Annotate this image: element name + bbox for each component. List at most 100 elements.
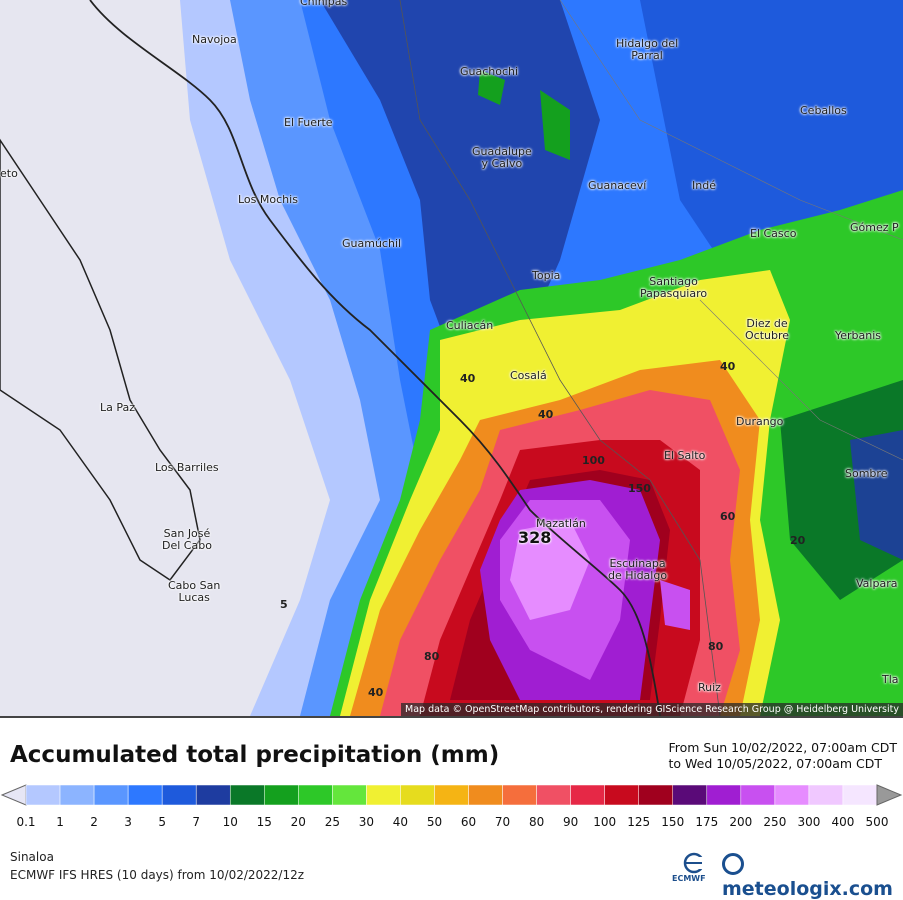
scale-tick-label: 200 [729,815,753,829]
scale-swatch [93,784,129,806]
city-label: Sombre [845,467,888,480]
scale-swatch [536,784,571,806]
scale-arrow-left [0,784,27,806]
scale-tick-label: 0.1 [16,815,36,829]
scale-tick-label: 70 [494,815,511,829]
model-info: ECMWF IFS HRES (10 days) from 10/02/2022… [10,868,305,882]
scale-tick-label: 80 [528,815,545,829]
city-label: Tla [882,673,899,686]
period-start: From Sun 10/02/2022, 07:00am CDT [668,740,897,755]
contour-label: 5 [280,598,288,611]
scale-tick-label: 25 [324,815,340,829]
scale-tick-label: 60 [460,815,477,829]
scale-tick-label: 90 [562,815,579,829]
scale-swatch [127,784,163,806]
city-label: Guadalupe y Calvo [472,145,532,170]
city-label: El Salto [664,449,706,462]
scale-tick-label: 125 [627,815,651,829]
contour-label: 60 [720,510,736,523]
scale-swatch [298,784,333,806]
city-label: Guanaceví [588,179,647,192]
legend-title: Accumulated total precipitation (mm) [10,742,500,768]
city-label: eto [0,167,18,180]
scale-arrow-right [876,784,903,806]
scale-swatch [672,784,708,806]
map-attribution[interactable]: Map data © OpenStreetMap contributors, r… [401,703,903,716]
scale-tick-label: 50 [426,815,443,829]
city-label: Ruiz [698,681,721,694]
precipitation-map[interactable]: Chinipas Navojoa Guachochi Hidalgo del P… [0,0,903,716]
city-label: Gómez P [850,221,899,234]
city-label: El Casco [750,227,797,240]
scale-tick-label: 30 [358,815,375,829]
scale-tick-label: 300 [797,815,821,829]
city-label: Chinipas [300,0,348,8]
scale-tick-label: 20 [290,815,306,829]
scale-swatch [604,784,639,806]
scale-swatch [570,784,605,806]
scale-swatch [195,784,231,806]
time-period: From Sun 10/02/2022, 07:00am CDT to Wed … [668,740,897,772]
scale-tick-label: 100 [593,815,617,829]
ecmwf-logo [676,852,712,882]
contour-label: 20 [790,534,806,547]
region-name: Sinaloa [10,850,54,864]
max-value-label: 328 [518,528,552,547]
contour-label: 80 [708,640,724,653]
contour-label: 80 [424,650,440,663]
scale-swatch [229,784,265,806]
scale-tick-label: 40 [392,815,409,829]
scale-swatch [400,784,435,806]
scale-tick-label: 1 [56,815,64,829]
city-label: Guachochi [460,65,519,78]
scale-swatch [264,784,299,806]
precipitation-field [0,0,903,716]
scale-swatch [468,784,503,806]
meteologix-brand[interactable]: meteologix.com [722,853,903,900]
city-label: Escuinapa de Hidalgo [608,557,668,582]
city-label: Mazatlán [536,517,586,530]
city-label: Guamúchil [342,237,402,250]
city-label: Diez de Octubre [745,317,790,342]
scale-swatch [434,784,469,806]
scale-swatch [161,784,197,806]
period-end: to Wed 10/05/2022, 07:00am CDT [668,756,883,771]
city-label: Indé [692,179,716,192]
scale-tick-label: 5 [158,815,166,829]
city-label: Cabo San Lucas [168,579,221,604]
scale-swatch [706,784,742,806]
city-label: Durango [736,415,784,428]
city-label: Cosalá [510,369,547,382]
scale-swatch [740,784,776,806]
city-label: El Fuerte [284,116,333,129]
scale-tick-label: 10 [222,815,238,829]
city-label: Hidalgo del Parral [616,37,679,62]
city-label: Navojoa [192,33,237,46]
scale-tick-label: 175 [695,815,719,829]
scale-tick-label: 3 [124,815,132,829]
scale-swatch [502,784,537,806]
contour-label: 150 [628,482,651,495]
ecmwf-logo-text: ECMWF [672,874,706,883]
city-label: Culiacán [446,319,494,332]
contour-label: 40 [368,686,384,699]
scale-swatch [25,784,61,806]
scale-swatch [808,784,844,806]
city-label: Los Mochis [238,193,298,206]
scale-swatch [366,784,401,806]
meteologix-text: meteologix.com [722,878,893,900]
scale-swatch [774,784,810,806]
city-label: San José Del Cabo [162,527,212,552]
city-label: Topia [532,269,561,282]
city-label: Ceballos [800,104,847,117]
scale-tick-label: 15 [256,815,272,829]
contour-label: 40 [460,372,476,385]
scale-tick-label: 150 [661,815,685,829]
scale-ticks: 0.1 1 2 3 5 7 10 15 20 25 30 40 50 60 70 80 90 100 125 150 1… [0,815,903,831]
city-label: Yerbanis [835,329,882,342]
scale-swatch [59,784,95,806]
scale-swatch [332,784,367,806]
city-label: La Paz [100,401,136,414]
color-scale-bar [0,784,903,806]
color-scale [0,783,903,807]
